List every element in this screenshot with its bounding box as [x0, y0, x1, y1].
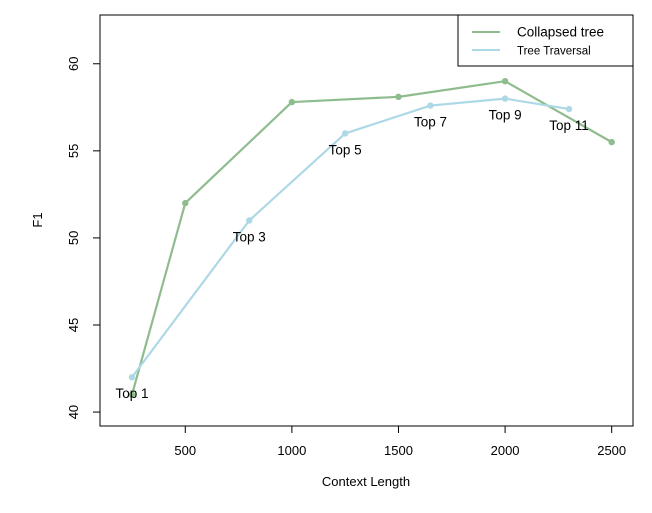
data-point	[288, 98, 296, 106]
y-tick-label: 50	[66, 231, 81, 245]
legend: Collapsed tree Tree Traversal	[457, 14, 634, 67]
data-point	[182, 199, 189, 207]
x-tick-label: 1500	[384, 443, 413, 458]
data-point	[608, 138, 615, 146]
y-axis: 40 45 50 55 60	[66, 57, 100, 419]
data-point	[501, 77, 509, 85]
legend-box	[457, 14, 634, 67]
data-point	[427, 102, 434, 109]
x-axis: 500 1000 1500 2000 2500	[174, 426, 626, 458]
point-label: Top 7	[414, 115, 447, 130]
data-point	[128, 374, 136, 381]
y-tick-label: 55	[66, 144, 81, 158]
x-tick-label: 2000	[491, 443, 520, 458]
legend-label: Tree Traversal	[517, 46, 591, 58]
data-point	[395, 93, 402, 101]
y-tick-label: 60	[66, 57, 81, 71]
data-point	[246, 217, 253, 224]
x-axis-title: Context Length	[322, 474, 410, 489]
data-point	[565, 105, 573, 113]
x-tick-label: 2500	[597, 443, 626, 458]
plot-frame	[99, 14, 634, 427]
point-label: Top 9	[489, 108, 522, 123]
series-layer	[128, 77, 615, 398]
x-tick-label: 500	[174, 443, 196, 458]
series-line-collapsed-tree	[130, 80, 613, 395]
series-line-tree-traversal	[131, 97, 570, 378]
y-axis-title: F1	[30, 212, 45, 227]
point-label: Top 11	[549, 118, 589, 133]
point-label: Top 3	[233, 230, 266, 245]
y-tick-label: 45	[66, 318, 81, 332]
data-point	[128, 391, 136, 398]
legend-label: Collapsed tree	[517, 25, 604, 40]
point-label: Top 1	[115, 386, 148, 401]
data-point	[341, 130, 349, 137]
x-tick-label: 1000	[277, 443, 306, 458]
point-labels: Top 1 Top 3 Top 5 Top 7 Top 9 Top 11	[115, 108, 588, 402]
data-point	[501, 95, 509, 102]
y-tick-label: 40	[66, 405, 81, 419]
point-label: Top 5	[329, 142, 362, 157]
